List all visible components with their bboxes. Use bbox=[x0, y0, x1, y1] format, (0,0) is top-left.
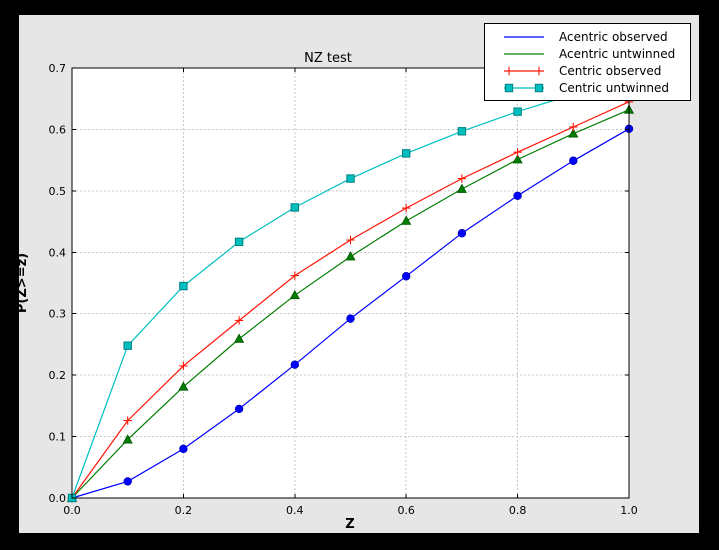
legend-sample-centric-observed bbox=[504, 66, 544, 75]
x-tick-label: 1.0 bbox=[620, 504, 638, 517]
tick-labels: 0.0 0.2 0.4 0.6 0.8 1.0 0.0 0.1 0.2 0.3 0.4 0.5 0.6 0… bbox=[49, 62, 638, 517]
series-centric-observed bbox=[67, 97, 634, 503]
data-point-square bbox=[504, 83, 514, 92]
data-point-plus bbox=[123, 416, 132, 425]
data-point-triangle bbox=[178, 381, 189, 391]
data-point-square bbox=[457, 127, 467, 136]
legend-item-acentric-untwinned: Acentric untwinned bbox=[491, 45, 684, 62]
legend-label: Acentric untwinned bbox=[559, 46, 676, 61]
x-axis-label: Z bbox=[345, 517, 354, 532]
data-point-square bbox=[534, 83, 544, 92]
y-tick-label: 0.1 bbox=[49, 431, 67, 444]
chart-title: NZ test bbox=[304, 51, 352, 66]
y-tick-label: 0.0 bbox=[49, 492, 67, 505]
legend-sample-centric-untwinned bbox=[504, 83, 544, 92]
data-point-circle bbox=[569, 156, 578, 165]
data-point-circle bbox=[179, 444, 188, 454]
legend-label: Centric untwinned bbox=[559, 80, 670, 95]
y-axis-label: P(Z>=z) bbox=[15, 253, 30, 313]
y-tick-label: 0.2 bbox=[49, 369, 67, 382]
data-point-circle bbox=[346, 314, 355, 323]
legend-item-centric-observed: Centric observed bbox=[491, 62, 684, 79]
y-tick-label: 0.6 bbox=[49, 123, 67, 136]
y-tick-label: 0.7 bbox=[49, 62, 67, 75]
x-tick-label: 0.6 bbox=[397, 504, 415, 517]
data-point-plus bbox=[513, 147, 522, 157]
data-point-plus bbox=[179, 361, 188, 371]
data-point-plus bbox=[290, 271, 299, 280]
data-point-triangle bbox=[512, 154, 523, 164]
data-point-triangle bbox=[122, 434, 133, 444]
data-point-square bbox=[402, 149, 411, 158]
data-point-square bbox=[179, 281, 188, 291]
data-point-circle bbox=[123, 477, 132, 486]
x-tick-label: 0.4 bbox=[286, 504, 304, 517]
legend-sample-acentric-untwinned bbox=[504, 52, 544, 55]
plot-area bbox=[72, 68, 629, 498]
data-point-square bbox=[290, 203, 300, 212]
y-tick-label: 0.4 bbox=[49, 246, 67, 259]
data-point-circle bbox=[513, 191, 522, 200]
data-point-triangle bbox=[289, 289, 300, 300]
data-point-plus bbox=[457, 174, 467, 183]
legend-label: Centric observed bbox=[559, 63, 662, 78]
data-point-circle bbox=[457, 229, 467, 238]
y-tick-label: 0.5 bbox=[49, 185, 67, 198]
data-point-square bbox=[346, 174, 355, 183]
data-point-plus bbox=[402, 203, 411, 213]
legend-item-centric-untwinned: Centric untwinned bbox=[491, 79, 684, 96]
series-centric-untwinned bbox=[67, 74, 634, 503]
data-point-square bbox=[123, 341, 132, 350]
data-point-circle bbox=[234, 404, 244, 414]
data-point-plus bbox=[534, 66, 544, 75]
data-point-triangle bbox=[456, 183, 467, 193]
x-tick-label: 0.0 bbox=[63, 504, 81, 517]
x-tick-label: 0.8 bbox=[509, 504, 527, 517]
axes-frame bbox=[71, 67, 630, 499]
data-point-square bbox=[234, 237, 244, 247]
data-point-plus bbox=[504, 66, 514, 75]
data-point-triangle bbox=[345, 251, 356, 261]
data-point-circle bbox=[402, 272, 411, 281]
legend-sample-acentric-observed bbox=[504, 35, 544, 38]
data-point-triangle bbox=[401, 215, 412, 225]
legend: Acentric observed Acentric untwinned Centr… bbox=[484, 23, 691, 101]
grid-lines bbox=[72, 68, 629, 498]
legend-label: Acentric observed bbox=[559, 29, 668, 44]
data-point-triangle bbox=[234, 333, 245, 343]
y-tick-label: 0.3 bbox=[49, 308, 67, 321]
data-point-triangle bbox=[568, 128, 579, 138]
x-tick-label: 0.2 bbox=[175, 504, 193, 517]
data-point-plus bbox=[234, 316, 244, 325]
data-point-circle bbox=[290, 360, 299, 369]
legend-item-acentric-observed: Acentric observed bbox=[491, 28, 684, 45]
data-point-square bbox=[513, 107, 522, 116]
data-point-plus bbox=[346, 235, 355, 245]
data-point-plus bbox=[569, 122, 578, 132]
